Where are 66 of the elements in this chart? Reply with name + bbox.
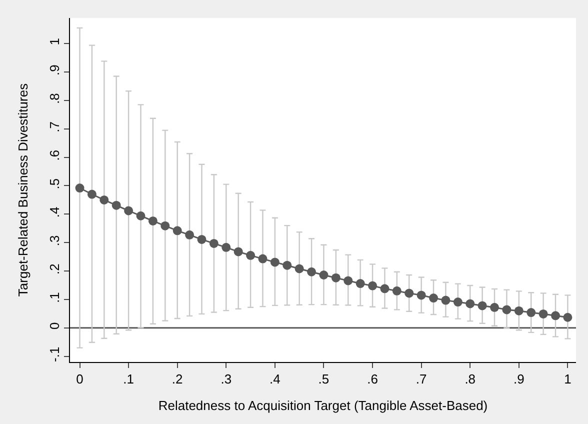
point — [441, 296, 450, 305]
point — [514, 306, 524, 316]
point — [160, 221, 170, 230]
point — [331, 273, 340, 282]
point — [87, 190, 96, 199]
x-tick-label: .9 — [513, 372, 524, 387]
x-tick-label: .1 — [123, 372, 134, 387]
point — [258, 254, 268, 264]
y-tick-label: .1 — [46, 292, 62, 303]
y-tick-label: .6 — [46, 150, 62, 161]
y-tick-label: 0 — [46, 322, 62, 330]
point — [307, 267, 316, 276]
point — [172, 226, 182, 236]
point — [478, 301, 487, 310]
point — [392, 286, 402, 296]
point — [344, 276, 353, 286]
x-tick-label: .3 — [220, 372, 232, 387]
point — [222, 242, 231, 252]
y-tick-label: .9 — [46, 64, 62, 76]
x-tick-label: .5 — [318, 372, 330, 387]
point — [234, 247, 243, 256]
point — [197, 234, 206, 244]
point — [209, 238, 218, 248]
x-tick-label: .2 — [172, 372, 183, 387]
y-tick-label: .4 — [46, 206, 62, 218]
point — [319, 270, 328, 280]
y-tick-label: .3 — [46, 235, 62, 246]
point — [270, 258, 280, 267]
point — [466, 299, 475, 308]
point — [416, 290, 426, 300]
point — [136, 211, 146, 220]
y-tick-label: .8 — [46, 93, 62, 104]
point — [502, 305, 512, 314]
point — [356, 279, 365, 288]
point — [551, 311, 560, 320]
point — [563, 312, 572, 322]
y-tick-label: .7 — [46, 122, 62, 132]
point — [185, 230, 194, 240]
point — [148, 216, 158, 226]
point — [368, 281, 378, 290]
point — [124, 206, 134, 216]
point — [380, 284, 390, 294]
point — [100, 195, 109, 204]
x-tick-label: 0 — [76, 372, 84, 387]
y-tick-label: .5 — [46, 178, 62, 190]
point — [282, 260, 292, 270]
x-tick-label: .6 — [367, 372, 378, 387]
point — [490, 302, 500, 312]
point — [404, 288, 414, 298]
y-tick-label: -.1 — [46, 346, 62, 362]
y-axis-title: Target-Related Business Divestitures — [16, 82, 31, 297]
point — [246, 250, 256, 260]
point — [294, 264, 304, 274]
y-tick-label: .2 — [46, 264, 62, 274]
x-tick-label: 1 — [564, 372, 572, 387]
x-tick-label: .7 — [416, 372, 427, 387]
point — [112, 200, 121, 210]
x-axis-title: Relatedness to Acquisition Target (Tangible Asset-Based) — [158, 398, 488, 414]
point — [429, 294, 438, 303]
x-tick-label: .4 — [270, 372, 280, 387]
y-tick-label: 1 — [46, 38, 62, 46]
point — [75, 184, 84, 193]
point — [453, 298, 462, 307]
point — [538, 309, 548, 318]
x-tick-label: .8 — [464, 372, 476, 387]
point — [526, 308, 536, 318]
